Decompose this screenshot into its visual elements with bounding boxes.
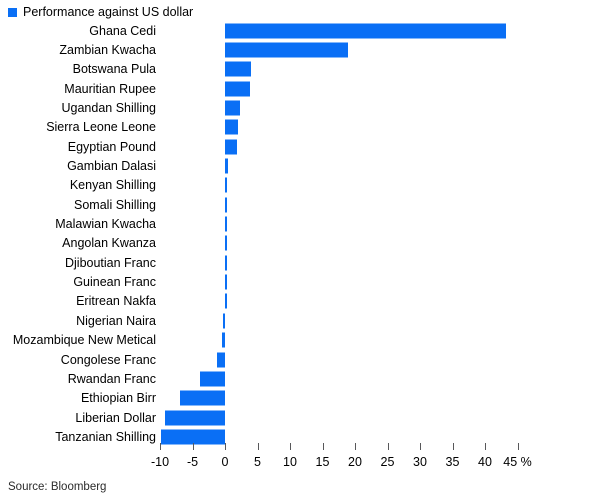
category-label: Ugandan Shilling: [61, 101, 156, 116]
chart-row: Botswana Pula: [0, 60, 600, 79]
chart-row: Ghana Cedi: [0, 21, 600, 40]
axis-tick-mark: [517, 443, 519, 450]
axis-tick-label: 45 %: [503, 455, 532, 469]
axis-tick-mark: [225, 443, 226, 450]
category-label: Ethiopian Birr: [80, 391, 156, 406]
category-label: Botswana Pula: [72, 62, 156, 77]
chart-row: Angolan Kwanza: [0, 234, 600, 253]
bar: [216, 352, 225, 368]
category-label: Kenyan Shilling: [69, 178, 156, 193]
axis-tick-label: 40: [478, 455, 492, 469]
bar: [165, 410, 225, 426]
axis-tick-label: 10: [283, 455, 297, 469]
chart-row: Tanzanian Shilling: [0, 427, 600, 446]
category-label: Mauritian Rupee: [64, 81, 156, 96]
axis-tick-mark: [290, 443, 291, 450]
axis-tick-mark: [257, 443, 259, 450]
category-label: Sierra Leone Leone: [46, 120, 156, 135]
bar: [225, 293, 227, 309]
category-label: Angolan Kwanza: [62, 236, 156, 251]
axis-tick-mark: [387, 443, 389, 450]
chart-row: Sierra Leone Leone: [0, 118, 600, 137]
bar: [225, 158, 229, 174]
category-label: Djiboutian Franc: [64, 255, 156, 270]
bar: [225, 139, 237, 155]
chart-row: Zambian Kwacha: [0, 40, 600, 59]
category-label: Nigerian Naira: [76, 313, 156, 328]
chart-row: Gambian Dalasi: [0, 156, 600, 175]
chart-row: Eritrean Nakfa: [0, 292, 600, 311]
axis-tick-label: 20: [348, 455, 362, 469]
axis-tick-mark: [485, 443, 486, 450]
bar: [225, 274, 227, 290]
bar: [225, 177, 227, 193]
category-label: Somali Shilling: [74, 197, 156, 212]
x-axis: -10 -5 0 5 10 15 20 25 30 35 40 45 %: [0, 443, 600, 473]
source-note: Source: Bloomberg: [8, 481, 107, 493]
category-label: Gambian Dalasi: [67, 159, 156, 174]
chart-row: Mauritian Rupee: [0, 79, 600, 98]
bar: [225, 81, 250, 97]
axis-tick-label: -5: [186, 455, 199, 469]
chart-row: Guinean Franc: [0, 272, 600, 291]
chart-row: Rwandan Franc: [0, 369, 600, 388]
category-label: Congolese Franc: [60, 352, 156, 367]
category-label: Rwandan Franc: [67, 371, 156, 386]
bar: [179, 390, 225, 406]
bar-chart: Ghana Cedi Zambian Kwacha Botswana Pula Mau…: [0, 21, 600, 447]
bar: [161, 429, 225, 445]
category-label: Zambian Kwacha: [59, 43, 156, 58]
axis-tick-mark: [420, 443, 421, 450]
axis-tick-label: -10: [150, 455, 170, 469]
bar: [225, 42, 348, 58]
bar: [225, 235, 227, 251]
bar: [225, 61, 251, 77]
axis-tick-label: 25: [380, 455, 395, 469]
chart-row: Malawian Kwacha: [0, 214, 600, 233]
chart-row: Ethiopian Birr: [0, 389, 600, 408]
legend: Performance against US dollar: [8, 5, 193, 19]
axis-tick-mark: [192, 443, 194, 450]
category-label: Mozambique New Metical: [12, 333, 156, 348]
bar: [225, 255, 227, 271]
axis-tick-mark: [160, 443, 161, 450]
category-label: Tanzanian Shilling: [55, 429, 156, 444]
chart-row: Ugandan Shilling: [0, 98, 600, 117]
chart-row: Djiboutian Franc: [0, 253, 600, 272]
chart-row: Somali Shilling: [0, 195, 600, 214]
chart-row: Liberian Dollar: [0, 408, 600, 427]
category-label: Malawian Kwacha: [55, 217, 156, 232]
axis-tick-label: 5: [254, 455, 261, 469]
bar: [225, 197, 227, 213]
chart-row: Kenyan Shilling: [0, 176, 600, 195]
category-label: Ghana Cedi: [89, 23, 156, 38]
category-label: Eritrean Nakfa: [76, 294, 156, 309]
bar: [225, 100, 240, 116]
category-label: Guinean Franc: [73, 275, 156, 290]
axis-tick-label: 15: [315, 455, 330, 469]
bar: [199, 371, 225, 387]
category-label: Egyptian Pound: [67, 139, 156, 154]
axis-tick-label: 30: [413, 455, 427, 469]
chart-row: Congolese Franc: [0, 350, 600, 369]
bar: [225, 216, 227, 232]
legend-swatch-icon: [8, 7, 17, 17]
legend-label: Performance against US dollar: [23, 5, 194, 19]
axis-tick-mark: [322, 443, 324, 450]
axis-tick-mark: [355, 443, 356, 450]
axis-tick-label: 0: [221, 455, 229, 469]
chart-row: Nigerian Naira: [0, 311, 600, 330]
bar: [221, 332, 225, 348]
chart-row: Egyptian Pound: [0, 137, 600, 156]
axis-tick-label: 35: [445, 455, 460, 469]
axis-tick-mark: [452, 443, 454, 450]
bar: [225, 23, 506, 39]
bar: [225, 119, 238, 135]
category-label: Liberian Dollar: [75, 410, 156, 425]
chart-row: Mozambique New Metical: [0, 331, 600, 350]
bar: [223, 313, 225, 329]
